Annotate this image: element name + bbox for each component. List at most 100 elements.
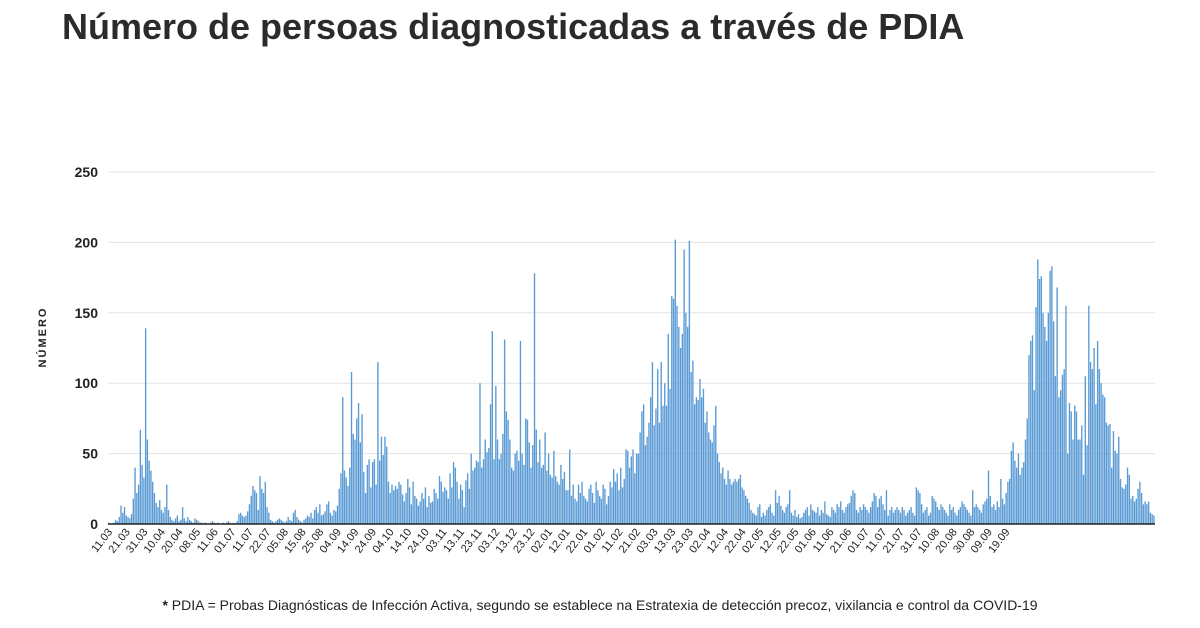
bar (711, 442, 713, 524)
bar (634, 473, 636, 524)
bar (393, 490, 395, 524)
bar (621, 487, 624, 524)
bar (662, 405, 664, 524)
bar (1082, 474, 1085, 524)
bar (1119, 478, 1122, 524)
bar (310, 512, 312, 524)
bar (723, 478, 726, 524)
bar (873, 493, 875, 524)
bar (417, 505, 420, 524)
bar (834, 512, 837, 524)
bar (996, 501, 998, 524)
bar (271, 521, 274, 524)
bar (924, 509, 926, 524)
bar (481, 467, 483, 524)
bar (736, 481, 738, 524)
bar (463, 507, 465, 524)
bar (159, 500, 161, 524)
bar (398, 481, 400, 524)
bar (762, 512, 764, 524)
bar (660, 362, 662, 524)
bar (331, 515, 333, 524)
bar (428, 495, 430, 524)
bar (405, 493, 407, 524)
bar (391, 484, 393, 524)
bar (211, 521, 214, 524)
bar (959, 507, 962, 524)
bar (1056, 287, 1058, 524)
bar (829, 516, 831, 524)
bar (153, 493, 156, 524)
bar (702, 388, 705, 524)
bar (676, 305, 678, 524)
bar (468, 488, 471, 524)
bar (305, 518, 307, 524)
bar (414, 495, 416, 524)
bar (470, 453, 472, 524)
bar-chart: 0 50 100 150 200 250 11.0321.0331.0310.0420.0… (36, 164, 1155, 556)
bar (854, 493, 856, 524)
bar (984, 501, 986, 524)
bar (892, 512, 895, 524)
bar (980, 512, 983, 524)
bar (912, 512, 914, 524)
bar (433, 488, 435, 524)
bar (994, 509, 997, 524)
bar (739, 474, 742, 524)
bar (185, 521, 187, 524)
bar (861, 509, 863, 524)
bar (282, 521, 284, 524)
bar (794, 509, 796, 524)
bar (1070, 411, 1072, 524)
bar (1079, 439, 1081, 524)
bar (320, 515, 323, 524)
bar (876, 507, 879, 524)
bar (1031, 335, 1034, 524)
bar (162, 512, 164, 524)
bar (665, 405, 668, 524)
bar (378, 460, 381, 524)
bar (498, 459, 501, 524)
bar (678, 326, 680, 524)
bar (818, 515, 821, 524)
bar (1121, 487, 1123, 524)
y-tick-label: 0 (90, 516, 98, 532)
bar (623, 478, 625, 524)
bar (577, 484, 580, 524)
bar (452, 462, 455, 524)
bar (929, 512, 932, 524)
bar (322, 514, 325, 524)
bar (792, 515, 794, 524)
bar (141, 464, 143, 524)
bar (146, 439, 149, 524)
bar (514, 453, 516, 524)
footnote-text: PDIA = Probas Diagnósticas de Infección … (171, 597, 1038, 613)
bar (607, 495, 610, 524)
bar (1075, 411, 1078, 524)
bar (1074, 405, 1076, 524)
bar (475, 460, 478, 524)
bar (993, 504, 995, 524)
bar (1030, 340, 1032, 524)
bar (317, 512, 319, 524)
bar (375, 484, 377, 524)
bar (157, 507, 159, 524)
bar (741, 487, 743, 524)
bar (510, 467, 513, 524)
bar (1125, 484, 1127, 524)
bar (525, 418, 527, 524)
bar (593, 502, 596, 524)
bar (586, 501, 588, 524)
bar (931, 495, 933, 524)
bar (889, 509, 891, 524)
bar (1114, 450, 1116, 524)
bar (294, 509, 296, 524)
bar (387, 481, 390, 524)
bar (1130, 498, 1132, 524)
bar (449, 473, 451, 524)
bar (507, 419, 509, 524)
bar (259, 476, 261, 524)
bar (479, 383, 481, 524)
bar (1061, 374, 1064, 524)
bar (169, 516, 171, 524)
